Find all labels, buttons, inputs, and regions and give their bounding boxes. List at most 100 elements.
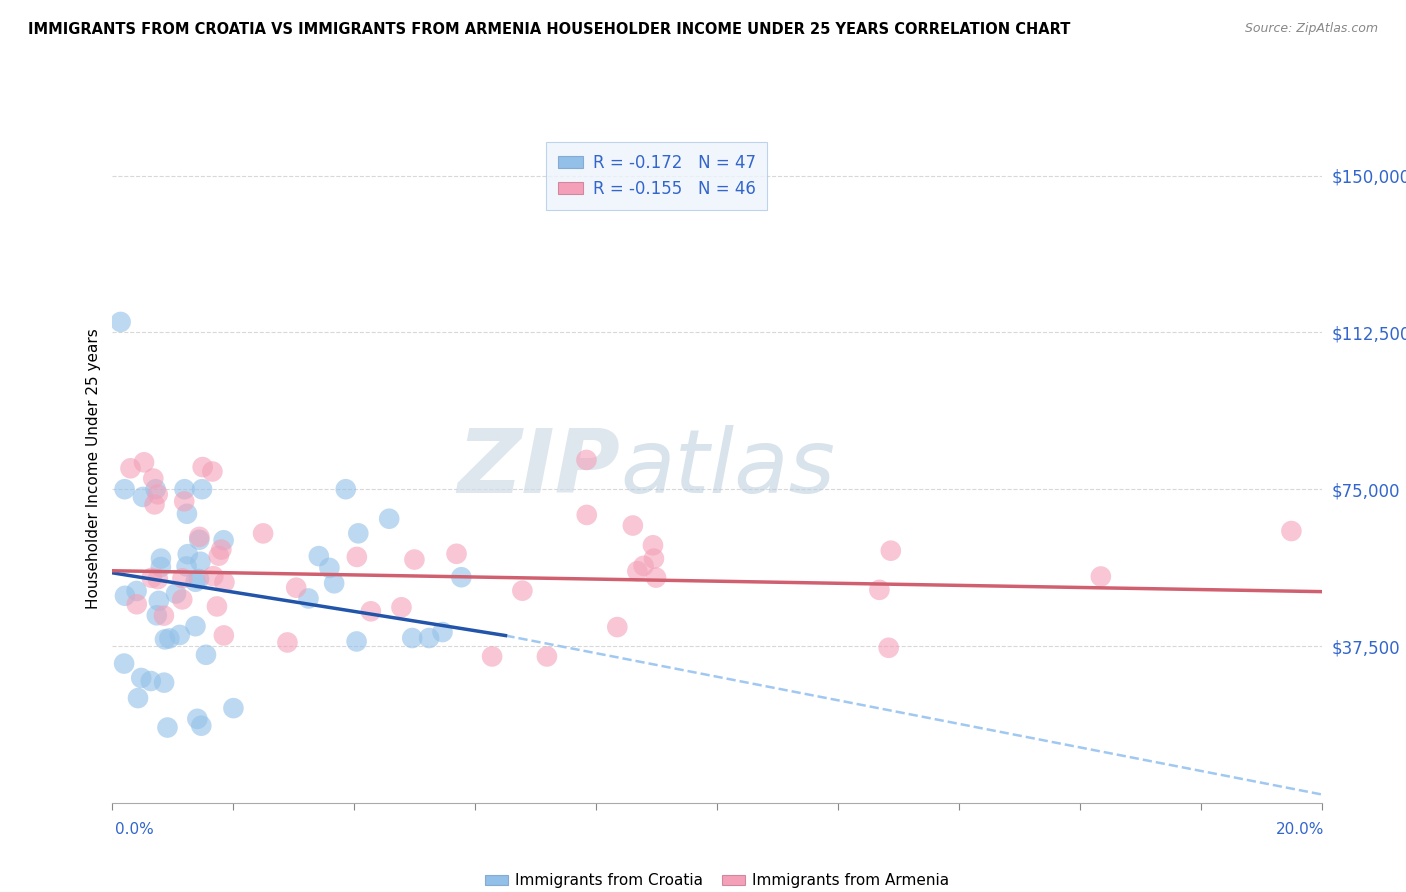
Point (172, 571, 194, 585)
Point (633, 558, 655, 573)
Point (125, 584, 148, 599)
Point (201, 465, 224, 479)
Point (184, 619, 207, 633)
Point (148, 594, 170, 608)
Point (643, 551, 665, 566)
Point (645, 571, 668, 585)
Point (404, 552, 426, 566)
Point (172, 592, 194, 607)
Point (177, 547, 200, 561)
Point (418, 631, 440, 645)
Point (209, 542, 232, 557)
Point (641, 538, 664, 552)
Point (112, 657, 135, 671)
Point (157, 632, 180, 646)
Point (132, 455, 155, 469)
Point (149, 560, 172, 574)
Point (481, 649, 503, 664)
Point (346, 634, 368, 648)
Point (190, 719, 212, 733)
Point (187, 572, 209, 586)
Point (212, 533, 235, 548)
Text: 0.0%: 0.0% (115, 822, 155, 837)
Point (1279, 524, 1302, 538)
Point (149, 551, 172, 566)
Point (146, 487, 169, 501)
Point (114, 589, 136, 603)
Point (318, 561, 340, 575)
Point (195, 648, 218, 662)
Point (450, 570, 472, 584)
Point (188, 533, 211, 547)
Point (214, 575, 236, 590)
Point (120, 461, 142, 475)
Text: atlas: atlas (620, 425, 835, 511)
Point (432, 625, 454, 640)
Point (297, 591, 319, 606)
Point (110, 315, 132, 329)
Point (347, 526, 370, 541)
Point (146, 572, 169, 586)
Point (205, 599, 228, 614)
Point (139, 673, 162, 688)
Point (141, 571, 163, 585)
Point (323, 576, 346, 591)
Point (145, 482, 167, 496)
Point (153, 608, 176, 623)
Point (129, 671, 152, 685)
Point (222, 701, 245, 715)
Point (143, 497, 166, 511)
Point (173, 494, 195, 508)
Text: ZIP: ZIP (457, 425, 620, 512)
Y-axis label: Householder Income Under 25 years: Householder Income Under 25 years (86, 328, 101, 608)
Point (212, 628, 235, 642)
Point (360, 604, 382, 618)
Point (1090, 569, 1112, 583)
Point (378, 512, 401, 526)
Legend: Immigrants from Croatia, Immigrants from Armenia: Immigrants from Croatia, Immigrants from… (478, 867, 956, 892)
Point (276, 635, 298, 649)
Point (169, 628, 191, 642)
Point (868, 582, 890, 597)
Point (346, 549, 368, 564)
Point (190, 555, 212, 569)
Point (127, 691, 149, 706)
Text: Source: ZipAtlas.com: Source: ZipAtlas.com (1244, 22, 1378, 36)
Point (156, 721, 179, 735)
Point (125, 597, 148, 611)
Point (176, 559, 198, 574)
Point (446, 547, 468, 561)
Text: IMMIGRANTS FROM CROATIA VS IMMIGRANTS FROM ARMENIA HOUSEHOLDER INCOME UNDER 25 Y: IMMIGRANTS FROM CROATIA VS IMMIGRANTS FR… (28, 22, 1070, 37)
Point (186, 712, 208, 726)
Point (880, 543, 903, 558)
Point (153, 632, 176, 647)
Point (575, 453, 598, 467)
Point (575, 508, 598, 522)
Point (208, 549, 231, 563)
Point (308, 549, 330, 563)
Point (114, 482, 136, 496)
Point (153, 675, 176, 690)
Point (191, 482, 214, 496)
Text: 20.0%: 20.0% (1277, 822, 1324, 837)
Point (176, 507, 198, 521)
Point (512, 583, 534, 598)
Point (606, 620, 628, 634)
Point (191, 460, 214, 475)
Point (285, 581, 308, 595)
Point (877, 640, 900, 655)
Point (391, 600, 413, 615)
Point (335, 482, 357, 496)
Point (173, 482, 195, 496)
Point (536, 649, 558, 664)
Point (165, 586, 187, 600)
Point (188, 530, 211, 544)
Point (621, 518, 644, 533)
Point (146, 608, 169, 623)
Point (202, 569, 225, 583)
Point (142, 471, 165, 485)
Point (252, 526, 274, 541)
Point (184, 574, 207, 589)
Point (626, 564, 648, 578)
Point (132, 490, 155, 504)
